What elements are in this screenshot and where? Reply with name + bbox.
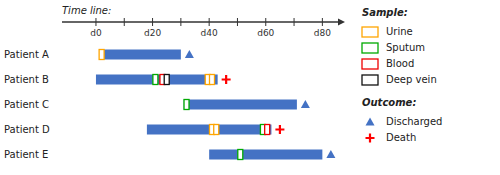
sample-box [209, 75, 214, 85]
sample-box [99, 50, 104, 60]
tick-label: d60 [257, 28, 274, 38]
tick [152, 18, 153, 26]
sample-box [164, 75, 169, 85]
stay-bar [184, 100, 297, 110]
outcome-marker [185, 50, 194, 58]
category-label: Patient D [4, 124, 50, 135]
legend-title: Outcome: [362, 97, 416, 108]
category-label: Patient E [4, 149, 48, 160]
tick-label: d20 [144, 28, 161, 38]
tick [124, 18, 125, 26]
legend-label: Sputum [386, 42, 425, 53]
category-label: Patient B [4, 74, 49, 85]
tick [95, 18, 96, 26]
tick [180, 18, 181, 26]
sample-box [184, 100, 189, 110]
sample-box [265, 125, 270, 135]
legend: Sample: Urine Sputum Blood Deep vein Outcome:… [362, 7, 442, 143]
stay-bar [209, 150, 322, 160]
stay-bar [147, 125, 272, 135]
outcome-marker [301, 100, 310, 108]
axis-label: Time line: [62, 5, 111, 16]
sample-box [238, 150, 243, 160]
legend-label: Deep vein [386, 74, 437, 85]
legend-swatch [362, 75, 378, 85]
outcome-marker [222, 75, 231, 84]
legend-swatch [362, 27, 378, 37]
stay-bar [102, 50, 181, 60]
tick-label: d80 [314, 28, 331, 38]
sample-box [153, 75, 158, 85]
legend-swatch [362, 59, 378, 69]
tick [294, 18, 295, 26]
category-label: Patient C [4, 99, 49, 110]
legend-swatch [366, 118, 375, 126]
sample-box [214, 125, 219, 135]
tick [209, 18, 210, 26]
timeline-arrow [338, 19, 345, 26]
tick-label: d40 [201, 28, 218, 38]
plot-area [96, 50, 335, 160]
tick [237, 18, 238, 26]
legend-label: Urine [386, 26, 413, 37]
tick [322, 18, 323, 26]
outcome-marker [326, 150, 335, 158]
tick [265, 18, 266, 26]
legend-label: Discharged [386, 116, 442, 127]
chart: Time line: d0 d20 d40 d60 d80 Patient A Patient… [0, 0, 500, 175]
legend-title: Sample: [362, 7, 408, 18]
legend-swatch [366, 134, 375, 143]
category-label: Patient A [4, 49, 49, 60]
legend-label: Blood [386, 58, 414, 69]
legend-swatch [362, 43, 378, 53]
legend-label: Death [386, 132, 416, 143]
stay-bar [96, 75, 218, 85]
timeline-axis [62, 21, 340, 23]
tick-label: d0 [90, 28, 102, 38]
outcome-marker [275, 125, 284, 134]
